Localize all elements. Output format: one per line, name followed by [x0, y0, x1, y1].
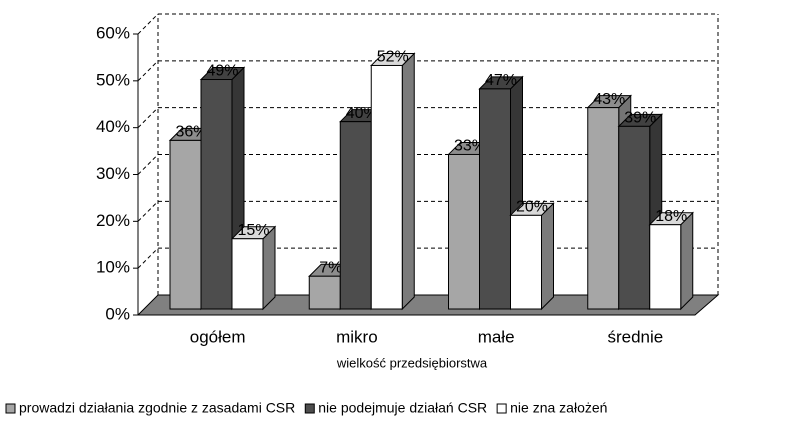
y-tick-label: 30%	[96, 164, 130, 183]
bar	[231, 238, 264, 310]
y-tick-label: 50%	[96, 70, 130, 89]
bar	[308, 275, 341, 310]
bar	[479, 88, 511, 310]
grid-line	[137, 200, 159, 222]
legend-swatch	[5, 403, 16, 414]
bar	[587, 107, 620, 310]
legend-label: nie zna założeń	[510, 400, 607, 416]
bar	[370, 64, 403, 310]
grid-line	[137, 247, 159, 269]
data-label: 15%	[237, 222, 269, 239]
grid-line	[137, 107, 159, 129]
bar	[339, 121, 372, 310]
y-tick-label: 20%	[96, 211, 130, 230]
data-label: 36%	[175, 124, 207, 141]
y-tick-label: 10%	[96, 258, 130, 277]
legend-label: nie podejmuje działań CSR	[318, 400, 487, 416]
legend-swatch	[496, 403, 507, 414]
bar	[200, 79, 233, 310]
y-tick-label: 60%	[96, 23, 130, 42]
bar	[169, 139, 202, 310]
bar-side	[680, 211, 694, 311]
y-tick-label: 0%	[105, 304, 130, 323]
x-tick-label: małe	[478, 327, 515, 346]
x-tick-label: średnie	[607, 327, 663, 346]
bar-side	[262, 225, 276, 311]
data-label: 52%	[377, 49, 409, 66]
bar-side	[541, 202, 554, 311]
x-tick-label: ogółem	[190, 327, 246, 346]
grid-line	[137, 154, 159, 175]
y-tick-label: 40%	[96, 117, 130, 136]
data-label: 18%	[655, 208, 687, 225]
x-tick-label: mikro	[336, 327, 378, 346]
legend-swatch	[304, 403, 315, 414]
legend-label: prowadzi działania zgodnie z zasadami CS…	[19, 400, 295, 416]
x-axis-title: wielkość przedsiębiorstwa	[336, 355, 488, 370]
bar	[618, 125, 651, 310]
bar-side	[401, 52, 415, 311]
data-label: 20%	[516, 199, 548, 216]
bar	[649, 224, 682, 310]
data-label: 7%	[319, 259, 342, 276]
data-label: 40%	[346, 105, 378, 122]
grid-line	[137, 60, 159, 82]
data-label: 39%	[624, 110, 656, 127]
data-label: 47%	[485, 72, 517, 89]
bar	[510, 214, 542, 310]
data-label: 49%	[206, 63, 238, 80]
data-label: 43%	[593, 91, 625, 108]
grid-line	[137, 13, 159, 35]
data-label: 33%	[454, 138, 486, 155]
bar	[448, 153, 480, 310]
